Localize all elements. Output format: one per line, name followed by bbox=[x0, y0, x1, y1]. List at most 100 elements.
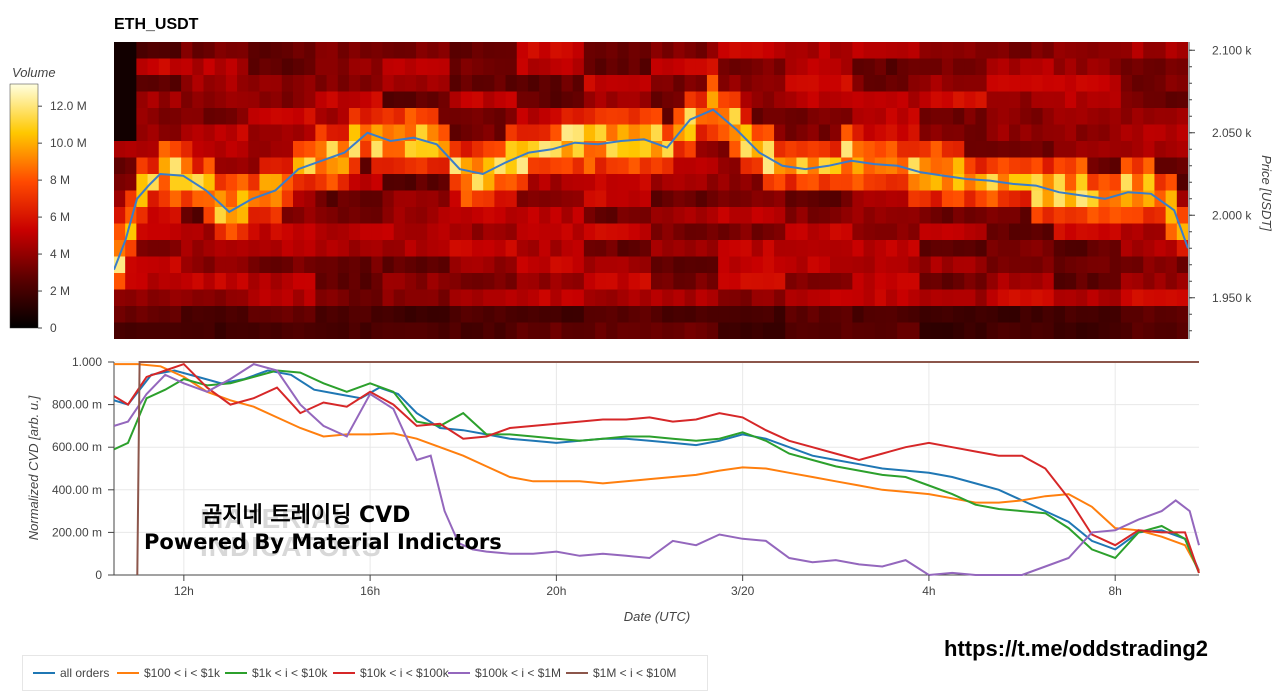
heatmap-cell bbox=[1154, 240, 1167, 258]
heatmap-cell bbox=[214, 174, 227, 192]
heatmap-cell bbox=[181, 256, 193, 274]
heatmap-cell bbox=[527, 322, 540, 339]
cvd-x-tick-label: 20h bbox=[546, 584, 566, 598]
heatmap-cell bbox=[114, 322, 126, 339]
heatmap-cell bbox=[248, 322, 261, 339]
heatmap-cell bbox=[225, 174, 238, 192]
heatmap-cell bbox=[729, 322, 742, 339]
heatmap-cell bbox=[427, 190, 440, 208]
heatmap-cell bbox=[1053, 75, 1066, 93]
heatmap-cell bbox=[326, 207, 339, 225]
heatmap-cell bbox=[416, 223, 428, 241]
heatmap-cell bbox=[908, 141, 921, 159]
heatmap-cell bbox=[483, 289, 495, 307]
heatmap-cell bbox=[919, 91, 932, 109]
heatmap-cell bbox=[472, 190, 484, 208]
heatmap-cell bbox=[404, 289, 417, 307]
heatmap-cell bbox=[852, 108, 865, 126]
heatmap-cell bbox=[830, 75, 842, 93]
heatmap-cell bbox=[214, 58, 227, 76]
heatmap-cell bbox=[136, 91, 149, 109]
heatmap-cell bbox=[505, 58, 518, 76]
heatmap-cell bbox=[762, 141, 775, 159]
heatmap-cell bbox=[1109, 174, 1122, 192]
legend-label: $10k < i < $100k bbox=[360, 666, 449, 680]
heatmap-cell bbox=[830, 141, 842, 159]
heatmap-cell bbox=[293, 75, 305, 93]
heatmap-cell bbox=[774, 58, 786, 76]
heatmap-cell bbox=[360, 240, 372, 258]
heatmap-cell bbox=[1176, 157, 1188, 175]
heatmap-cell bbox=[841, 174, 853, 192]
heatmap-cell bbox=[617, 174, 630, 192]
heatmap-cell bbox=[1098, 141, 1111, 159]
heatmap-cell bbox=[505, 141, 518, 159]
legend-swatch bbox=[225, 672, 247, 674]
heatmap-cell bbox=[270, 190, 283, 208]
heatmap-cell bbox=[147, 75, 160, 93]
heatmap-cell bbox=[181, 223, 193, 241]
heatmap-cell bbox=[919, 256, 932, 274]
heatmap-cell bbox=[281, 240, 294, 258]
heatmap-cell bbox=[483, 240, 495, 258]
heatmap-cell bbox=[416, 322, 428, 339]
heatmap-cell bbox=[1165, 91, 1178, 109]
heatmap-cell bbox=[986, 207, 999, 225]
heatmap-cell bbox=[147, 157, 160, 175]
heatmap-cell bbox=[796, 91, 809, 109]
heatmap-cell bbox=[706, 75, 719, 93]
heatmap-cell bbox=[606, 322, 619, 339]
heatmap-cell bbox=[237, 273, 249, 291]
heatmap-cell bbox=[651, 322, 663, 339]
legend-item[interactable]: all orders bbox=[33, 656, 109, 690]
price-line bbox=[114, 108, 1188, 271]
heatmap-cell bbox=[494, 240, 507, 258]
legend-item[interactable]: $10k < i < $100k bbox=[333, 656, 449, 690]
heatmap-cell bbox=[237, 75, 249, 93]
heatmap-cell bbox=[114, 124, 126, 142]
heatmap-cell bbox=[818, 256, 831, 274]
heatmap-cell bbox=[897, 174, 909, 192]
legend-item[interactable]: $100k < i < $1M bbox=[448, 656, 561, 690]
heatmap-cell bbox=[572, 75, 585, 93]
heatmap-cell bbox=[1009, 273, 1021, 291]
cvd-series-line bbox=[136, 361, 1199, 576]
heatmap-cell bbox=[628, 42, 641, 60]
heatmap-cell bbox=[360, 174, 372, 192]
heatmap-cell bbox=[114, 256, 126, 274]
heatmap-cell bbox=[606, 223, 619, 241]
heatmap-cell bbox=[237, 141, 249, 159]
heatmap-cell bbox=[416, 124, 428, 142]
legend-item[interactable]: $1M < i < $10M bbox=[566, 656, 676, 690]
heatmap-cell bbox=[427, 223, 440, 241]
heatmap-cell bbox=[1120, 223, 1133, 241]
heatmap-cell bbox=[237, 58, 249, 76]
heatmap-cell bbox=[1053, 240, 1066, 258]
heatmap-cell bbox=[147, 141, 160, 159]
heatmap-cell bbox=[192, 306, 205, 324]
heatmap-cell bbox=[1132, 273, 1144, 291]
heatmap-cell bbox=[237, 289, 249, 307]
heatmap-cell bbox=[550, 240, 563, 258]
heatmap-cell bbox=[203, 75, 216, 93]
heatmap-cell bbox=[953, 58, 965, 76]
heatmap-cell bbox=[718, 91, 730, 109]
legend-item[interactable]: $1k < i < $10k bbox=[225, 656, 327, 690]
heatmap-cell bbox=[953, 42, 965, 60]
heatmap-cell bbox=[427, 256, 440, 274]
heatmap-cell bbox=[1042, 124, 1055, 142]
heatmap-cell bbox=[527, 141, 540, 159]
heatmap-cell bbox=[897, 273, 909, 291]
heatmap-cell bbox=[416, 273, 428, 291]
heatmap-cell bbox=[807, 207, 820, 225]
heatmap-cell bbox=[326, 91, 339, 109]
heatmap-cell bbox=[315, 42, 328, 60]
telegram-link[interactable]: https://t.me/oddstrading2 bbox=[944, 636, 1208, 661]
heatmap-cell bbox=[796, 58, 809, 76]
heatmap-cell bbox=[1031, 174, 1044, 192]
heatmap-cell bbox=[852, 207, 865, 225]
heatmap-cell bbox=[897, 42, 909, 60]
heatmap-cell bbox=[505, 108, 518, 126]
legend-item[interactable]: $100 < i < $1k bbox=[117, 656, 220, 690]
heatmap-cell bbox=[527, 306, 540, 324]
